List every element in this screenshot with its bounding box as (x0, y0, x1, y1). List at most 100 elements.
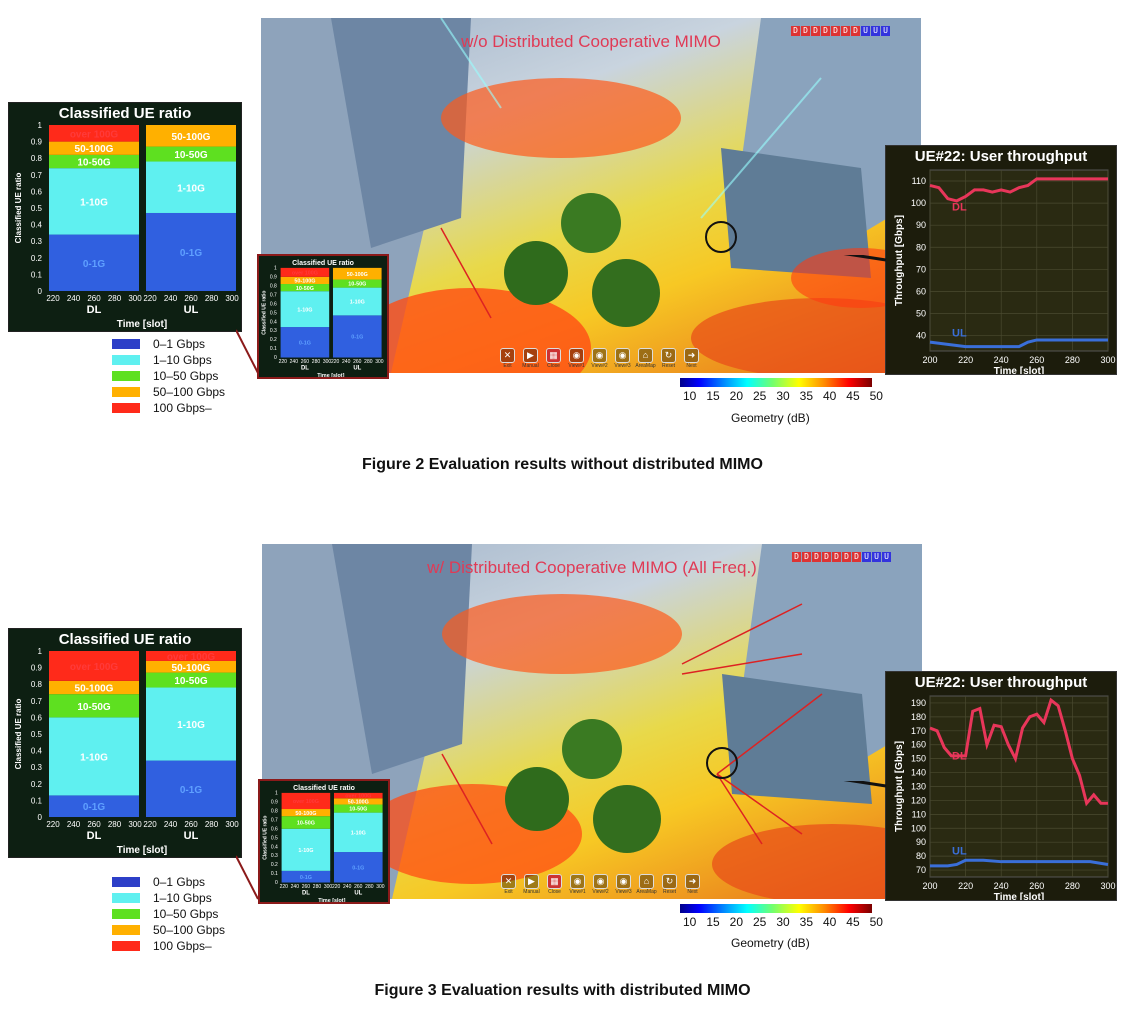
y-tick-label: 0.8 (31, 154, 43, 163)
tdd-slot: D (801, 26, 810, 36)
ratio-band (280, 267, 330, 277)
legend-swatch (112, 941, 140, 951)
close-icon: ✕ (500, 348, 515, 363)
band-label: 50-100G (295, 811, 316, 817)
view3-button[interactable]: ◉ View#3 (615, 874, 632, 895)
colorbar-tick: 40 (822, 915, 837, 929)
ratio-band (49, 694, 139, 718)
x-tick-label: 220 (332, 884, 341, 890)
band-label: 1-10G (350, 300, 365, 306)
reset-button[interactable]: ↻ Reset (660, 348, 677, 369)
y-tick-label: 0.1 (270, 346, 277, 352)
y-tick-label: 100 (911, 198, 926, 208)
x-tick-label: 300 (128, 820, 142, 829)
ratio-band (146, 687, 236, 761)
colorbar-tick: 45 (846, 389, 860, 403)
legend-swatch (112, 925, 140, 935)
manual-button[interactable]: ▶ Manual (522, 348, 539, 369)
y-tick-label: 170 (911, 726, 926, 736)
next-button[interactable]: ➜ Next (684, 874, 701, 895)
areamap-button[interactable]: ⌂ AreaMap (635, 348, 656, 369)
x-tick-label: 220 (143, 294, 157, 303)
x-tick-label: 220 (46, 294, 60, 303)
y-tick-label: 0.9 (270, 274, 277, 280)
view2-button[interactable]: ◉ View#2 (592, 874, 609, 895)
x-tick-label: 260 (1029, 881, 1044, 891)
arrow-right-icon: ➜ (685, 874, 700, 889)
legend-item: 100 Gbps– (112, 400, 225, 416)
tool-label: View#2 (591, 363, 608, 369)
legend-item: 10–50 Gbps (112, 368, 225, 384)
tdd-slot: D (852, 552, 861, 562)
ratio-band (49, 234, 139, 291)
close-button[interactable]: ▦ Close (545, 348, 562, 369)
y-axis-label: Classified UE ratio (262, 816, 268, 860)
camera-icon: ◉ (593, 874, 608, 889)
y-tick-label: 0.1 (31, 796, 43, 805)
y-tick-label: 0.7 (271, 817, 278, 823)
view1-button[interactable]: ◉ View#1 (569, 874, 586, 895)
y-tick-label: 0.7 (31, 697, 43, 706)
reset-icon: ↻ (662, 874, 677, 889)
x-tick-label: 240 (291, 884, 300, 890)
band-label: 1-10G (177, 720, 205, 731)
x-tick-label: 240 (343, 884, 352, 890)
y-tick-label: 0 (38, 813, 43, 822)
tdd-slot: D (831, 26, 840, 36)
inset-chart: 0 0.1 0.2 0.3 0.4 0.5 0.6 0.7 0.8 0.9 1 Classified … (261, 260, 383, 377)
legend-item: 50–100 Gbps (112, 384, 225, 400)
ratio-band (146, 212, 236, 291)
legend-swatch (112, 909, 140, 919)
next-button[interactable]: ➜ Next (683, 348, 700, 369)
manual-button[interactable]: ▶ Manual (523, 874, 540, 895)
panel-name: UL (184, 304, 199, 316)
legend-item: 50–100 Gbps (112, 922, 225, 938)
colorbar-tick: 10 (683, 389, 697, 403)
y-tick-label: 0.5 (31, 730, 43, 739)
band-label: 50-100G (75, 684, 114, 695)
ratio-band (146, 161, 236, 213)
reset-button[interactable]: ↻ Reset (661, 874, 678, 895)
band-label: 50-100G (294, 279, 315, 285)
band-label: 50-100G (172, 132, 211, 143)
x-tick-label: 240 (164, 294, 178, 303)
panel-name: UL (353, 365, 361, 371)
tdd-slot: D (792, 552, 801, 562)
tool-label: Next (686, 363, 697, 369)
y-tick-label: 0.9 (271, 799, 278, 805)
camera-icon: ◉ (616, 874, 631, 889)
x-axis-label: Time [slot] (994, 366, 1044, 374)
band-label: 1-10G (177, 183, 205, 194)
camera-icon: ◉ (592, 348, 607, 363)
x-tick-label: 260 (87, 294, 101, 303)
y-axis-label: Throughput [Gbps] (894, 741, 905, 832)
close-button[interactable]: ▦ Close (546, 874, 563, 895)
colorbar-tick: 30 (776, 389, 790, 403)
tool-label: Manual (522, 363, 539, 369)
areamap-button[interactable]: ⌂ AreaMap (636, 874, 657, 895)
legend-item: 10–50 Gbps (112, 906, 225, 922)
tdd-slot: D (841, 26, 850, 36)
tool-label: Close (547, 363, 560, 369)
y-tick-label: 90 (916, 220, 926, 230)
band-label: 50-100G (75, 144, 114, 155)
ue-ratio-title: Classified UE ratio (58, 631, 192, 648)
y-axis-label: Classified UE ratio (14, 699, 23, 770)
throughput-title: UE#22: User throughput (914, 148, 1088, 165)
x-tick-label: 280 (205, 820, 219, 829)
x-tick-label: 200 (922, 355, 937, 365)
y-tick-label: 110 (912, 176, 926, 186)
exit-button[interactable]: ✕ Exit (500, 874, 517, 895)
view1-button[interactable]: ◉ View#1 (568, 348, 585, 369)
exit-button[interactable]: ✕ Exit (499, 348, 516, 369)
band-label: 10-50G (77, 702, 111, 713)
band-label: 10-50G (77, 158, 111, 169)
y-tick-label: 150 (911, 754, 926, 764)
view3-button[interactable]: ◉ View#3 (614, 348, 631, 369)
view2-button[interactable]: ◉ View#2 (591, 348, 608, 369)
band-label: 0-1G (351, 335, 363, 341)
x-tick-label: 300 (225, 820, 239, 829)
ratio-band (49, 795, 139, 817)
y-tick-label: 40 (916, 331, 926, 341)
